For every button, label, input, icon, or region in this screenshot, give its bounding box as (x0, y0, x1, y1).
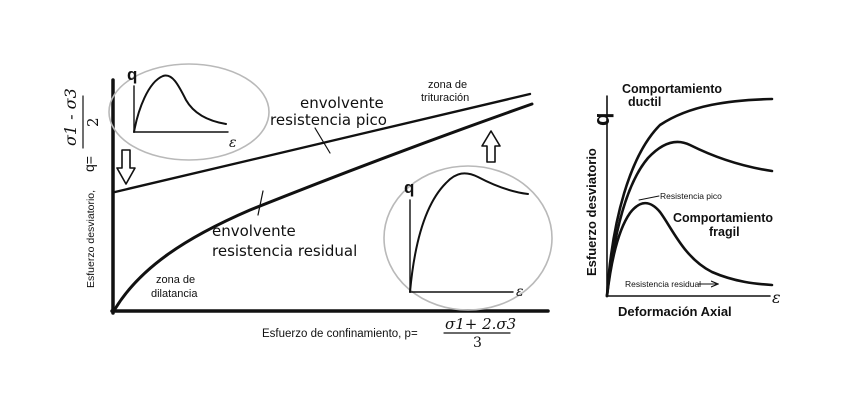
right-x-axis-symbol: ε (772, 288, 781, 307)
crushing-zone-label-line2: trituración (421, 92, 469, 104)
right-diagram: Resistencia pico Resistencia residual Co… (584, 82, 781, 319)
residual-label: Resistencia residual (625, 279, 701, 289)
right-y-axis-label: Esfuerzo desviatorio (584, 148, 599, 276)
peak-envelope-line (113, 92, 532, 194)
dilatancy-zone-label-line2: dilatancia (151, 288, 198, 300)
peak-envelope-label-line2: resistencia pico (270, 111, 387, 129)
left-x-axis-numerator: σ1+ 2.σ3 (445, 315, 516, 333)
peak-envelope-leader (314, 127, 331, 154)
small-inset-ellipse (108, 63, 270, 161)
small-inset-eps: ε (229, 135, 237, 151)
small-inset-stress-strain: q ε (108, 63, 270, 161)
residual-envelope-leader (257, 190, 264, 216)
large-inset-eps: ε (516, 284, 524, 300)
peak-label-leader (638, 195, 660, 201)
left-diagram: envolvente resistencia pico envolvente r… (61, 63, 553, 351)
down-arrow-icon (116, 149, 136, 185)
large-inset-curve (409, 172, 529, 293)
left-y-axis-denominator: 2 (84, 117, 102, 127)
crushing-zone-label-line1: zona de (428, 79, 467, 91)
ductile-curve (605, 97, 774, 298)
peak-label: Resistencia pico (660, 191, 722, 201)
ductile-label-line1: Comportamiento (622, 82, 722, 96)
fragile-curve (605, 201, 774, 298)
residual-envelope-label-line2: resistencia residual (212, 242, 357, 260)
residual-envelope-curve (113, 102, 534, 311)
up-arrow-icon (481, 130, 501, 163)
fragile-label-line1: Comportamiento (673, 211, 773, 225)
large-inset-stress-strain: q ε (383, 165, 553, 311)
small-inset-q: q (127, 65, 137, 84)
left-x-axis-label: Esfuerzo de confinamiento, p= (262, 328, 418, 340)
peak-envelope-label-line1: envolvente (300, 94, 384, 112)
intermediate-curve (605, 140, 774, 298)
right-x-axis-label: Deformación Axial (618, 304, 732, 319)
residual-envelope-label-line1: envolvente (212, 222, 296, 240)
ductile-label-line2: ductil (628, 95, 661, 109)
left-y-axis-symbol: q= (81, 156, 97, 172)
left-x-axis-denominator: 3 (473, 335, 482, 351)
large-inset-ellipse (383, 165, 553, 311)
left-y-axis-label: Esfuerzo desviatorio, (85, 190, 97, 288)
right-y-axis-symbol: q (589, 113, 614, 126)
fragile-label-line2: fragil (709, 225, 740, 239)
dilatancy-zone-label-line1: zona de (156, 274, 195, 286)
large-inset-q: q (404, 178, 414, 197)
small-inset-curve (133, 74, 227, 133)
left-y-axis-numerator: σ1 - σ3 (61, 88, 80, 146)
